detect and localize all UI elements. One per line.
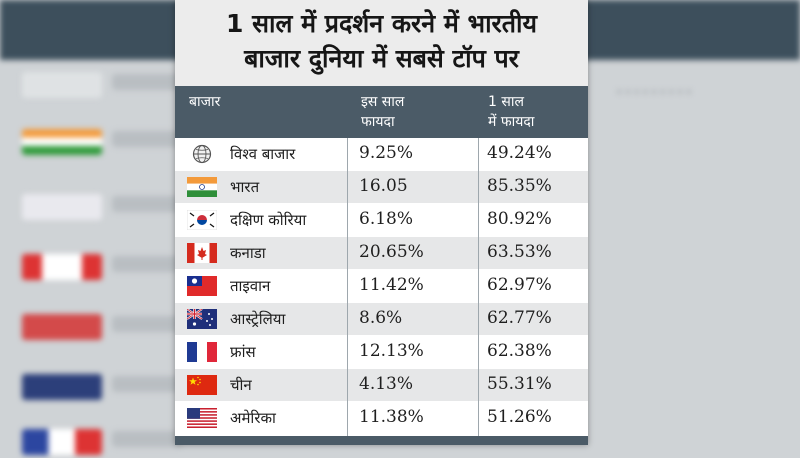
background-row xyxy=(0,370,800,403)
table-title: 1 साल में प्रदर्शन करने में भारतीय बाजार… xyxy=(175,0,588,86)
column-divider xyxy=(478,138,479,445)
this-year-gain: 11.38% xyxy=(359,407,424,427)
globe-icon xyxy=(187,144,217,164)
market-name: ताइवान xyxy=(230,277,271,295)
one-year-gain: 85.35% xyxy=(487,176,552,196)
background-row xyxy=(0,190,800,223)
market-name: दक्षिण कोरिया xyxy=(230,211,307,229)
this-year-gain: 11.42% xyxy=(359,275,424,295)
one-year-gain: 80.92% xyxy=(487,209,552,229)
table-row: अमेरिका 11.38% 51.26% xyxy=(175,402,588,435)
market-name: चीन xyxy=(230,376,252,394)
south-korea-flag-icon xyxy=(187,210,217,230)
table-row: कनाडा 20.65% 63.53% xyxy=(175,237,588,270)
this-year-gain: 12.13% xyxy=(359,341,424,361)
market-name: कनाडा xyxy=(230,244,266,262)
market-name: आस्ट्रेलिया xyxy=(230,310,286,328)
table-footer-bar xyxy=(175,436,588,445)
comparison-table-card: 1 साल में प्रदर्शन करने में भारतीय बाजार… xyxy=(175,0,588,445)
one-year-gain: 51.26% xyxy=(487,407,552,427)
header-this-year: इस साल फायदा xyxy=(361,92,461,132)
australia-flag-icon xyxy=(187,309,217,329)
background-row xyxy=(0,310,800,343)
taiwan-flag-icon xyxy=(187,276,217,296)
one-year-gain: 55.31% xyxy=(487,374,552,394)
header-one-year-line2: में फायदा xyxy=(488,114,535,130)
table-row: चीन 4.13% 55.31% xyxy=(175,369,588,402)
table-row: भारत 16.05 85.35% xyxy=(175,171,588,204)
market-name: भारत xyxy=(230,178,260,196)
market-name: विश्व बाजार xyxy=(230,145,296,163)
table-row: ताइवान 11.42% 62.97% xyxy=(175,270,588,303)
title-line-1: 1 साल में प्रदर्शन करने में भारतीय xyxy=(225,9,538,38)
title-line-2: बाजार दुनिया में सबसे टॉप पर xyxy=(244,44,519,73)
table-row: विश्व बाजार 9.25% 49.24% xyxy=(175,138,588,171)
table-row: आस्ट्रेलिया 8.6% 62.77% xyxy=(175,303,588,336)
one-year-gain: 62.38% xyxy=(487,341,552,361)
market-name: फ्रांस xyxy=(230,343,256,361)
this-year-gain: 4.13% xyxy=(359,374,414,394)
market-name: अमेरिका xyxy=(230,409,276,427)
this-year-gain: 16.05 xyxy=(359,176,408,196)
table-row: फ्रांस 12.13% 62.38% xyxy=(175,336,588,369)
column-divider xyxy=(347,138,348,445)
header-this-year-line2: फायदा xyxy=(361,114,395,130)
india-flag-icon xyxy=(187,177,217,197)
this-year-gain: 8.6% xyxy=(359,308,403,328)
one-year-gain: 63.53% xyxy=(487,242,552,262)
header-one-year-line1: 1 साल xyxy=(488,94,524,110)
france-flag-icon xyxy=(187,342,217,362)
this-year-gain: 20.65% xyxy=(359,242,424,262)
background-row xyxy=(0,125,800,158)
china-flag-icon xyxy=(187,375,217,395)
header-one-year: 1 साल में फायदा xyxy=(488,92,578,132)
one-year-gain: 49.24% xyxy=(487,143,552,163)
header-this-year-line1: इस साल xyxy=(361,94,405,110)
usa-flag-icon xyxy=(187,408,217,428)
background-row: ……… xyxy=(0,68,800,101)
this-year-gain: 6.18% xyxy=(359,209,414,229)
header-market: बाजार xyxy=(189,94,221,110)
this-year-gain: 9.25% xyxy=(359,143,414,163)
background-row xyxy=(0,250,800,283)
one-year-gain: 62.97% xyxy=(487,275,552,295)
table-row: दक्षिण कोरिया 6.18% 80.92% xyxy=(175,204,588,237)
one-year-gain: 62.77% xyxy=(487,308,552,328)
canada-flag-icon xyxy=(187,243,217,263)
table-header: बाजार इस साल फायदा 1 साल में फायदा xyxy=(175,86,588,138)
